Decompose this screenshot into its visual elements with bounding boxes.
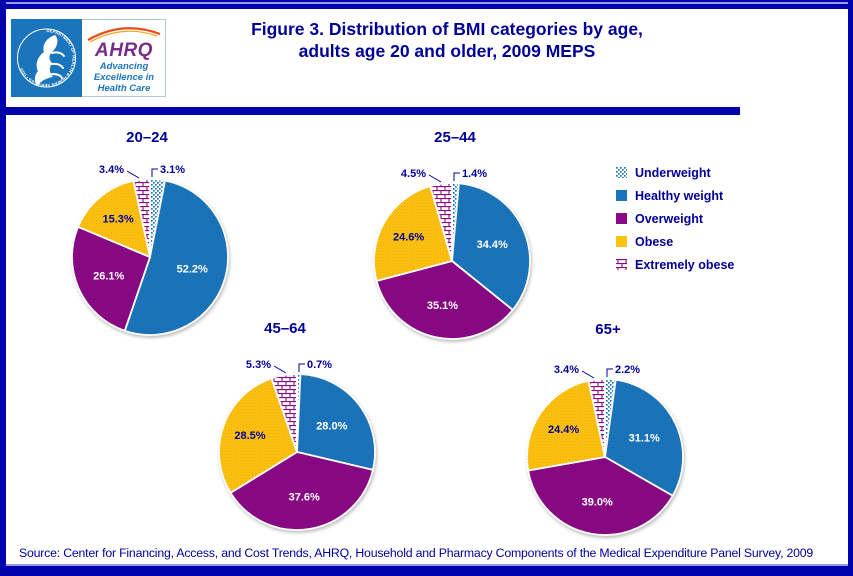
ahrq-tagline-2: Excellence in xyxy=(94,72,154,83)
hhs-eagle-icon xyxy=(34,35,65,86)
pie-chart-45-64: 0.7% 28.0% 37.6% 28.5% 5.3% xyxy=(218,359,376,531)
legend-item-healthy-weight: Healthy weight xyxy=(616,184,734,207)
figure-title: Figure 3. Distribution of BMI categories… xyxy=(167,18,727,62)
legend: Underweight Healthy weight Overweight Ob… xyxy=(616,161,734,276)
pie-title-45-64: 45–64 xyxy=(264,320,306,337)
pie-value-label: 1.4% xyxy=(462,168,487,180)
pie-value-label: 0.7% xyxy=(307,359,332,371)
pie-slice xyxy=(270,373,298,453)
pie-value-label: 5.3% xyxy=(246,359,271,371)
pie-value-label: 15.3% xyxy=(102,214,133,226)
legend-label: Overweight xyxy=(635,211,704,226)
extremely-obese-swatch-icon xyxy=(616,259,627,270)
source-note: Source: Center for Financing, Access, an… xyxy=(19,546,814,560)
pie-slice-texture xyxy=(78,180,150,257)
pie-value-label: 24.6% xyxy=(393,231,424,243)
pie-value-label: 4.5% xyxy=(401,168,426,180)
top-border-bar xyxy=(0,0,853,9)
pie-title-65-plus: 65+ xyxy=(595,321,621,338)
legend-label: Healthy weight xyxy=(635,188,724,203)
pie-chart-65-plus: 2.2% 31.1% 39.0% 24.4% 3.4% xyxy=(526,364,684,536)
hhs-seal-ring xyxy=(17,28,76,88)
pie-value-label: 2.2% xyxy=(615,364,640,376)
pie-slice-texture xyxy=(376,261,513,340)
legend-item-overweight: Overweight xyxy=(616,207,734,230)
legend-label: Obese xyxy=(635,234,674,249)
label-leader-line xyxy=(606,368,613,377)
label-leader-line xyxy=(453,172,460,181)
label-leader-line xyxy=(151,168,158,177)
label-leader-line xyxy=(298,363,305,372)
label-leader-line xyxy=(581,370,595,379)
pie-slice-texture xyxy=(526,380,605,471)
pie-title-20-24: 20–24 xyxy=(126,129,168,146)
healthy-weight-swatch-icon xyxy=(616,190,627,201)
bottom-border-bar xyxy=(0,564,853,576)
obese-swatch-icon xyxy=(616,236,627,247)
pie-chart-25-44: 1.4% 34.4% 35.1% 24.6% 4.5% xyxy=(373,168,531,340)
pie-slice-texture xyxy=(219,378,297,493)
right-border-bar xyxy=(848,0,853,576)
pie-slice xyxy=(587,378,606,458)
overweight-swatch-icon xyxy=(616,213,627,224)
pie-slice xyxy=(132,178,151,258)
pie-value-label: 31.1% xyxy=(629,433,660,445)
pie-value-label: 39.0% xyxy=(582,497,613,509)
header-rule xyxy=(0,107,740,115)
label-leader-line xyxy=(428,174,442,183)
pie-slice-texture xyxy=(605,379,684,496)
pie-slices xyxy=(526,378,684,536)
pie-value-label: 26.1% xyxy=(93,271,124,283)
pie-slices xyxy=(218,373,376,531)
legend-label: Extremely obese xyxy=(635,257,735,272)
pie-slice-texture xyxy=(528,457,673,535)
ahrq-logo: AHRQ Advancing Excellence in Health Care xyxy=(87,27,161,94)
pie-value-label: 52.2% xyxy=(177,263,208,275)
pie-slice-texture xyxy=(452,183,531,310)
pie-slice-texture xyxy=(72,226,150,331)
legend-item-extremely-obese: Extremely obese xyxy=(616,253,734,276)
pie-slices xyxy=(71,178,229,336)
pie-slice-texture xyxy=(297,374,375,470)
legend-item-underweight: Underweight xyxy=(616,161,734,184)
ahrq-tagline-3: Health Care xyxy=(98,83,152,94)
pie-slice-texture xyxy=(124,180,229,336)
pie-value-label: 28.0% xyxy=(316,421,347,433)
pie-title-25-44: 25–44 xyxy=(434,129,476,146)
ahrq-hhs-logo: DEPARTMENT OF HEALTH & HUMAN SERVICES • … xyxy=(11,19,166,97)
label-leader-line xyxy=(126,170,140,179)
pie-slice xyxy=(429,182,453,262)
pie-slices xyxy=(373,182,531,340)
top-accent-line xyxy=(0,2,853,4)
pie-chart-20-24: 3.1% 52.2% 26.1% 15.3% 3.4% xyxy=(71,164,229,336)
pie-value-label: 24.4% xyxy=(548,424,579,436)
pie-value-label: 3.4% xyxy=(554,364,579,376)
bottom-accent-line xyxy=(0,564,853,566)
pie-value-label: 3.1% xyxy=(160,164,185,176)
ahrq-wordmark: AHRQ xyxy=(94,40,153,61)
legend-label: Underweight xyxy=(635,165,711,180)
pie-slice-texture xyxy=(373,186,452,281)
pie-value-label: 37.6% xyxy=(289,492,320,504)
pie-value-label: 34.4% xyxy=(477,239,508,251)
ahrq-tagline-1: Advancing xyxy=(99,61,149,72)
figure-title-line-2: adults age 20 and older, 2009 MEPS xyxy=(298,41,596,61)
figure-title-line-1: Figure 3. Distribution of BMI categories… xyxy=(251,19,643,39)
left-border-bar xyxy=(0,0,6,576)
pie-value-label: 3.4% xyxy=(99,164,124,176)
underweight-swatch-icon xyxy=(616,167,627,178)
pie-value-label: 28.5% xyxy=(234,430,265,442)
legend-item-obese: Obese xyxy=(616,230,734,253)
label-leader-line xyxy=(273,365,287,374)
pie-value-label: 35.1% xyxy=(427,300,458,312)
